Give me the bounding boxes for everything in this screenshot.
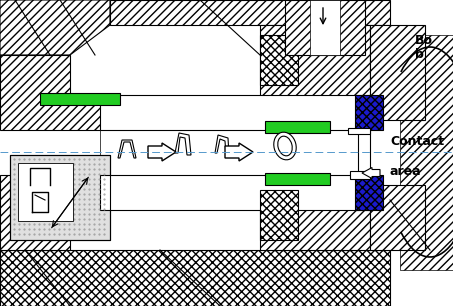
- Bar: [370, 25, 425, 120]
- Bar: [348, 128, 370, 134]
- Bar: [260, 185, 370, 250]
- Bar: [10, 155, 110, 240]
- Polygon shape: [175, 133, 191, 155]
- Polygon shape: [110, 0, 390, 25]
- Bar: [10, 155, 110, 240]
- Polygon shape: [215, 135, 229, 155]
- Bar: [358, 130, 370, 175]
- Text: Contact: Contact: [390, 135, 444, 148]
- Bar: [100, 130, 370, 175]
- Polygon shape: [0, 175, 110, 250]
- Bar: [260, 35, 298, 85]
- Bar: [355, 95, 383, 130]
- Text: Bo: Bo: [415, 33, 433, 47]
- Polygon shape: [400, 35, 453, 270]
- Bar: [18, 163, 73, 221]
- Text: area: area: [390, 165, 422, 178]
- Bar: [260, 25, 370, 120]
- Bar: [100, 95, 370, 130]
- Bar: [355, 175, 383, 210]
- Polygon shape: [0, 250, 390, 306]
- FancyArrow shape: [148, 143, 176, 161]
- Ellipse shape: [278, 136, 292, 156]
- Bar: [370, 185, 425, 250]
- Polygon shape: [118, 140, 136, 158]
- Bar: [265, 121, 330, 133]
- Bar: [260, 190, 298, 240]
- Bar: [40, 93, 120, 105]
- Polygon shape: [0, 55, 110, 130]
- FancyArrow shape: [362, 167, 380, 178]
- Bar: [265, 173, 330, 185]
- Polygon shape: [0, 0, 110, 55]
- Bar: [310, 0, 340, 55]
- FancyArrow shape: [225, 143, 253, 161]
- Text: b: b: [415, 48, 424, 62]
- Bar: [285, 0, 365, 55]
- Bar: [350, 171, 370, 179]
- Ellipse shape: [274, 132, 296, 160]
- Bar: [100, 175, 370, 210]
